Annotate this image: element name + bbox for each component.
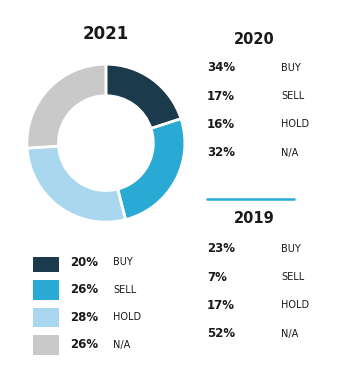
Text: 34%: 34%: [207, 61, 235, 75]
Text: 28%: 28%: [70, 311, 98, 324]
Text: HOLD: HOLD: [281, 120, 309, 130]
Text: HOLD: HOLD: [281, 301, 309, 310]
Text: N/A: N/A: [281, 329, 299, 339]
Text: 7%: 7%: [207, 270, 227, 284]
Text: HOLD: HOLD: [113, 312, 141, 323]
Text: 20%: 20%: [70, 256, 98, 269]
FancyBboxPatch shape: [33, 308, 59, 327]
Text: 16%: 16%: [207, 118, 235, 131]
Text: SELL: SELL: [281, 91, 305, 101]
Wedge shape: [27, 64, 106, 148]
Text: BUY: BUY: [281, 244, 301, 254]
Text: N/A: N/A: [113, 340, 130, 350]
Wedge shape: [27, 146, 126, 222]
Text: BUY: BUY: [113, 257, 133, 268]
Text: 26%: 26%: [70, 338, 98, 352]
Text: N/A: N/A: [281, 148, 299, 158]
FancyBboxPatch shape: [33, 280, 59, 300]
FancyBboxPatch shape: [33, 335, 59, 355]
FancyBboxPatch shape: [33, 252, 59, 272]
Text: 17%: 17%: [207, 299, 235, 312]
Text: 32%: 32%: [207, 146, 235, 159]
Wedge shape: [106, 64, 181, 128]
Text: 17%: 17%: [207, 90, 235, 103]
Text: SELL: SELL: [113, 285, 136, 295]
Text: BUY: BUY: [281, 63, 301, 73]
Wedge shape: [118, 119, 185, 219]
Title: 2021: 2021: [83, 25, 129, 43]
Text: 2020: 2020: [234, 32, 275, 47]
Text: SELL: SELL: [281, 272, 305, 282]
Text: 2019: 2019: [234, 211, 275, 226]
Text: 52%: 52%: [207, 327, 235, 340]
Text: 26%: 26%: [70, 283, 98, 297]
Text: 23%: 23%: [207, 242, 235, 255]
